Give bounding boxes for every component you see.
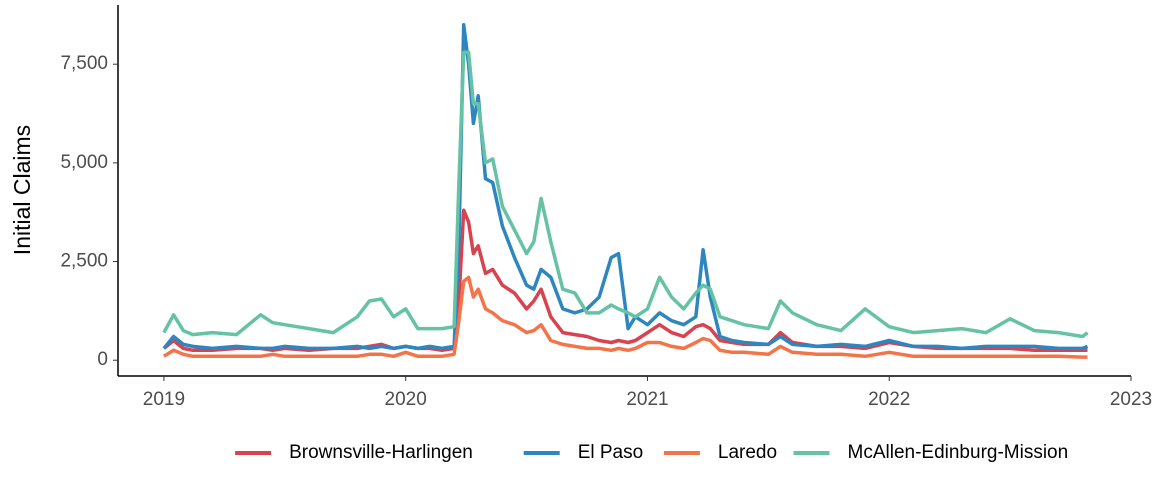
x-tick-label: 2023 bbox=[1110, 389, 1152, 410]
y-axis-title: Initial Claims bbox=[9, 125, 35, 255]
y-tick-label: 5,000 bbox=[60, 152, 108, 173]
x-tick-label: 2019 bbox=[143, 389, 185, 410]
y-tick-label: 0 bbox=[97, 349, 108, 370]
x-tick-label: 2022 bbox=[868, 389, 910, 410]
series-line bbox=[162, 22, 1089, 351]
legend-label: Brownsville-Harlingen bbox=[289, 442, 473, 463]
y-tick-label: 2,500 bbox=[60, 251, 108, 272]
legend-label: Laredo bbox=[718, 442, 777, 463]
series-line bbox=[162, 208, 1088, 353]
legend-label: El Paso bbox=[578, 442, 643, 463]
series-line bbox=[162, 50, 1089, 339]
x-tick-label: 2020 bbox=[385, 389, 427, 410]
legend-label: McAllen-Edinburg-Mission bbox=[848, 442, 1069, 463]
series-line bbox=[162, 275, 1088, 359]
y-tick-label: 7,500 bbox=[60, 53, 108, 74]
x-tick-label: 2021 bbox=[626, 389, 668, 410]
